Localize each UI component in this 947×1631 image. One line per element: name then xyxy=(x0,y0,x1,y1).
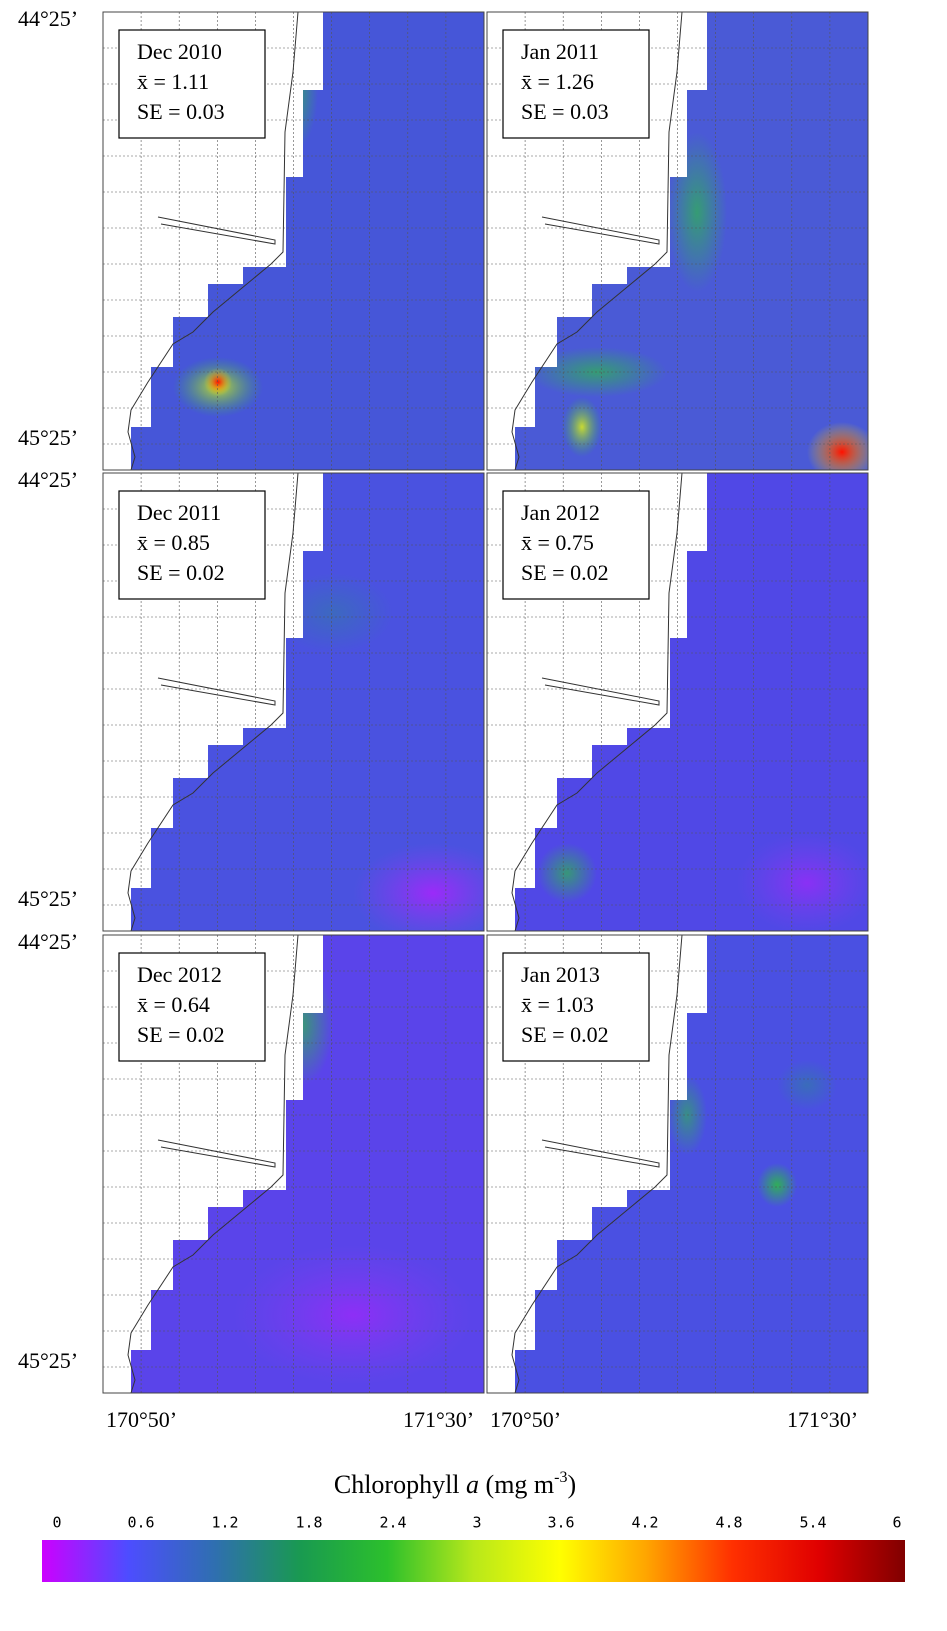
colorbar-tick-label: 0 xyxy=(52,1514,61,1532)
colorbar-title-part: -3 xyxy=(554,1469,567,1486)
panel-mean: x̄ = 1.26 xyxy=(521,69,594,94)
chlorophyll-patch xyxy=(233,1245,473,1385)
colorbar-title-part: Chlorophyll xyxy=(334,1470,466,1499)
colorbar xyxy=(42,1540,905,1582)
map-panel: Dec 2010 x̄ = 1.11 SE = 0.03 xyxy=(103,12,484,470)
panel-period: Jan 2012 xyxy=(521,500,600,525)
map-panel: Dec 2011 x̄ = 0.85 SE = 0.02 xyxy=(103,473,513,943)
panel-mean: x̄ = 0.75 xyxy=(521,530,594,555)
colorbar-tick-label: 6 xyxy=(892,1514,901,1532)
panel-mean: x̄ = 1.11 xyxy=(137,69,209,94)
panel-period: Dec 2012 xyxy=(137,962,222,987)
figure: Dec 2010 x̄ = 1.11 SE = 0.03 Jan 2011 x̄ = 1… xyxy=(0,0,947,1631)
colorbar-tick-label: 1.2 xyxy=(211,1514,238,1532)
map-panel: Jan 2011 x̄ = 1.26 SE = 0.03 xyxy=(487,12,877,482)
colorbar-title-part: a xyxy=(466,1470,479,1499)
colorbar-title: Chlorophyll a (mg m-3) xyxy=(334,1469,576,1499)
map-panel: Jan 2012 x̄ = 0.75 SE = 0.02 xyxy=(487,473,877,933)
panel-se: SE = 0.02 xyxy=(137,1022,225,1047)
colorbar-tick-label: 5.4 xyxy=(799,1514,826,1532)
chlorophyll-patch xyxy=(562,397,602,457)
panel-period: Dec 2010 xyxy=(137,39,222,64)
chlorophyll-patch xyxy=(777,1060,837,1110)
lat-label: 45°25’ xyxy=(18,1348,78,1373)
lat-label: 45°25’ xyxy=(18,425,78,450)
panel-period: Jan 2011 xyxy=(521,39,599,64)
panel-se: SE = 0.03 xyxy=(521,99,609,124)
chlorophyll-patch xyxy=(537,843,597,903)
map-panel: Dec 2012 x̄ = 0.64 SE = 0.02 xyxy=(103,935,484,1393)
colorbar-tick-label: 3.6 xyxy=(547,1514,574,1532)
lat-label: 44°25’ xyxy=(18,929,78,954)
panel-se: SE = 0.02 xyxy=(137,560,225,585)
panel-se: SE = 0.02 xyxy=(521,560,609,585)
lat-label: 44°25’ xyxy=(18,6,78,31)
panel-mean: x̄ = 0.85 xyxy=(137,530,210,555)
colorbar-tick-label: 2.4 xyxy=(379,1514,406,1532)
colorbar-tick-label: 3 xyxy=(472,1514,481,1532)
lon-label: 170°50’ xyxy=(490,1407,561,1432)
colorbar-tick-label: 4.8 xyxy=(715,1514,742,1532)
lat-label: 45°25’ xyxy=(18,886,78,911)
panel-mean: x̄ = 0.64 xyxy=(137,992,210,1017)
panel-se: SE = 0.03 xyxy=(137,99,225,124)
colorbar-tick-label: 1.8 xyxy=(295,1514,322,1532)
lon-label: 170°50’ xyxy=(106,1407,177,1432)
colorbar-tick-label: 4.2 xyxy=(631,1514,658,1532)
panel-se: SE = 0.02 xyxy=(521,1022,609,1047)
lat-label: 44°25’ xyxy=(18,467,78,492)
lon-label: 171°30’ xyxy=(787,1407,858,1432)
lon-label: 171°30’ xyxy=(403,1407,474,1432)
chlorophyll-patch xyxy=(757,1163,797,1207)
panel-mean: x̄ = 1.03 xyxy=(521,992,594,1017)
colorbar-title-part: (mg m xyxy=(479,1470,554,1499)
map-panel: Jan 2013 x̄ = 1.03 SE = 0.02 xyxy=(487,935,868,1393)
panel-period: Jan 2013 xyxy=(521,962,600,987)
panel-period: Dec 2011 xyxy=(137,500,221,525)
chlorophyll-patch xyxy=(737,833,877,933)
colorbar-title-part: ) xyxy=(567,1470,576,1499)
colorbar-tick-label: 0.6 xyxy=(127,1514,154,1532)
